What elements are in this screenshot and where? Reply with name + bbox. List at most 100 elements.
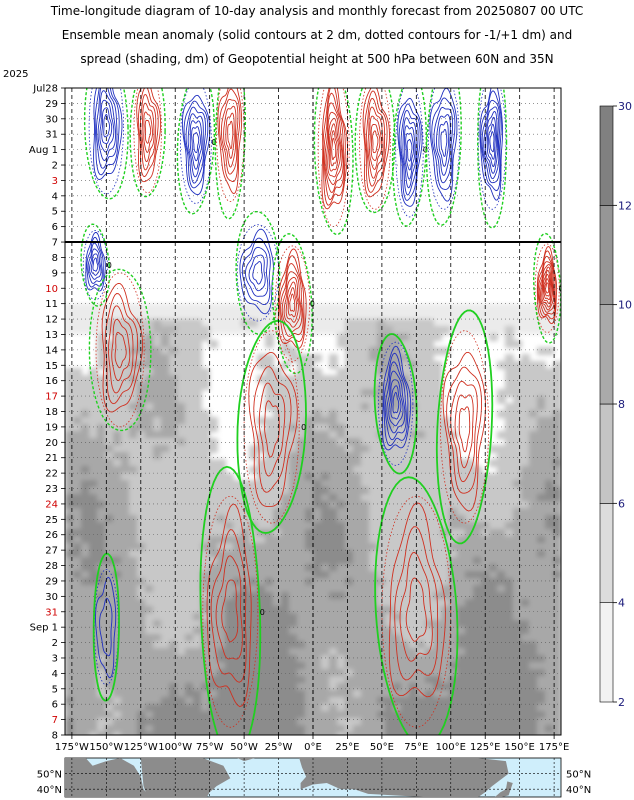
anomaly-contour [483,106,500,180]
anomaly-contour [99,597,113,657]
y-tick-label: 23 [45,484,58,495]
anomaly-feature-negative [83,88,129,200]
anomaly-contour [433,106,454,184]
anomaly-contour [481,99,501,184]
y-tick-label: 21 [45,453,58,464]
anomaly-contour-dotted [82,230,108,301]
y-tick-label: 3 [52,176,58,187]
anomaly-contour [542,269,552,304]
anomaly-contour-dotted [377,341,414,466]
anomaly-contour [278,248,307,349]
anomaly-contour [544,278,550,297]
anomaly-contour [405,577,427,642]
title-line-3: spread (shading, dm) of Geopotential hei… [80,52,554,66]
anomaly-contour [365,97,386,187]
x-tick-label: 150°W [89,742,123,753]
anomaly-contour [323,92,345,200]
anomaly-feature-positive [354,88,396,214]
zero-contour [374,476,459,735]
y-tick-label: 5 [52,684,58,695]
x-tick-label: 125°E [470,742,500,753]
zero-contour-label: 0 [310,300,315,309]
anomaly-contour [278,255,305,342]
anomaly-contour [388,379,404,427]
anomaly-feature-positive [313,88,354,236]
x-tick-label: 175°W [55,742,89,753]
zero-contour [129,88,166,198]
colorbar-label: 12 [618,199,632,212]
anomaly-contour [89,248,102,280]
anomaly-contour [241,237,271,306]
anomaly-feature-positive [88,268,152,432]
y-tick-label: 31 [45,130,58,141]
anomaly-contour [223,105,237,168]
zero-contour [476,88,508,229]
x-tick-label: 125°W [124,742,158,753]
grid-lines [65,88,561,735]
anomaly-contour [210,529,247,683]
y-tick-label: 3 [52,653,58,664]
anomaly-contour [388,502,446,698]
anomaly-contour [144,119,152,144]
y-tick-label: 28 [45,561,58,572]
anomaly-contour [101,282,144,413]
anomaly-contour [322,88,346,206]
anomaly-contour [136,88,162,183]
zero-contour-label: 0 [559,284,564,293]
anomaly-contour [192,132,200,154]
y-tick-label: 24 [45,499,58,510]
y-tick-label: 12 [45,315,58,326]
anomaly-contour [543,273,551,301]
y-tick-label: 4 [52,669,58,680]
y-tick-label: 29 [45,99,58,110]
anomaly-contour [381,345,412,451]
map-lat-label-right: 50°N [566,770,591,781]
y-tick-label: 18 [45,407,58,418]
anomaly-contour [258,382,286,477]
y-tick-label: Aug 1 [29,145,58,156]
anomaly-contour [187,113,204,178]
y-tick-label: 6 [52,222,58,233]
anomaly-contour [92,257,99,272]
anomaly-contour [114,331,127,369]
zero-contour-label: 0 [301,423,306,432]
anomaly-contour [137,88,159,178]
zero-contour [373,333,418,475]
anomaly-contour [103,114,110,138]
anomaly-contour [107,305,134,394]
y-tick-label: 2 [52,638,58,649]
map-lat-label-left: 50°N [37,770,62,781]
zero-contour [354,88,396,214]
x-tick-label: 50°W [230,742,258,753]
zero-contour [199,465,262,735]
map-land [140,758,231,797]
anomaly-contour [402,117,417,189]
x-tick-label: 25°W [265,742,293,753]
y-tick-label: 19 [45,422,58,433]
anomaly-contour [406,139,413,162]
anomaly-contour [405,132,415,171]
anomaly-contour [217,88,243,195]
zero-contour-label: 0 [211,138,216,147]
anomaly-contour [386,370,406,434]
anomaly-contour [331,137,337,161]
zero-contour [88,268,152,432]
anomaly-contour-dotted [179,88,212,204]
anomaly-contour [399,552,433,662]
anomaly-contour-dotted [243,330,300,524]
y-tick-label: 20 [45,438,58,449]
anomaly-contour [327,117,341,178]
x-axis: 175°W 150°W 125°W 100°W 75°W 50°W 25°W 0°E 25°E 5… [55,735,569,753]
y-tick-label: 27 [45,546,58,557]
anomaly-contour [370,124,381,162]
colorbar-segment [599,304,614,405]
y-tick-label: 7 [52,238,58,249]
zero-contour [80,223,111,307]
anomaly-feature-negative [425,88,462,226]
anomaly-feature-positive [214,88,247,220]
anomaly-contour [86,236,104,288]
anomaly-feature-negative [373,333,418,475]
anomaly-feature-positive: 0 [271,233,315,375]
map-land [237,758,256,762]
anomaly-contour [488,123,496,160]
